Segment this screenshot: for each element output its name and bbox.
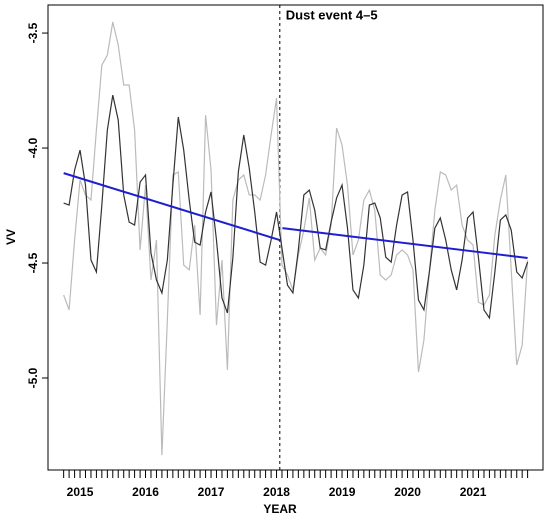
x-tick-label: 2019	[329, 485, 356, 499]
x-tick-label: 2018	[263, 485, 290, 499]
series-line	[63, 21, 529, 456]
y-tick-label: -5.0	[26, 367, 40, 388]
plot-frame	[47, 4, 544, 471]
x-tick-label: 2016	[132, 485, 159, 499]
x-tick-label: 2021	[460, 485, 487, 499]
y-tick-label: -3.5	[26, 22, 40, 43]
y-tick-label: -4.5	[26, 252, 40, 273]
series-line	[63, 172, 528, 259]
x-tick-label: 2015	[67, 485, 94, 499]
y-tick-label: -4.0	[26, 137, 40, 158]
event-label: Dust event 4–5	[286, 7, 378, 22]
series-line	[63, 95, 529, 320]
x-tick-label: 2017	[198, 485, 225, 499]
x-tick-label: 2020	[394, 485, 421, 499]
y-axis-label: VV	[4, 229, 18, 245]
x-axis-label: YEAR	[263, 502, 297, 516]
